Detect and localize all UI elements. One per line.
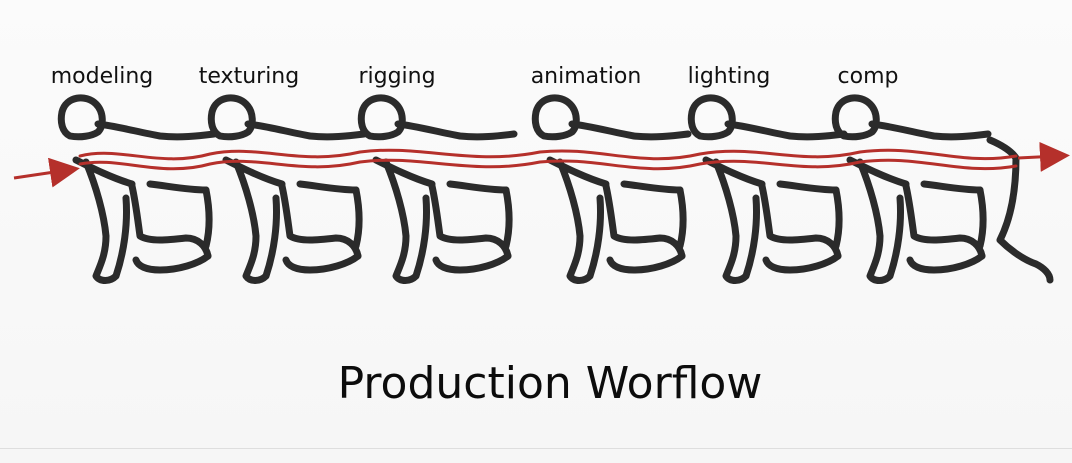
- diagram-title: Production Worflow: [337, 358, 763, 409]
- crawler-figure-3: [361, 98, 514, 281]
- stage-label-modeling: modeling: [50, 64, 154, 89]
- flow-line-lower: [78, 158, 1018, 171]
- arrow-in-icon: [13, 157, 80, 188]
- crawler-figure-tail: [986, 136, 1054, 284]
- divider: [0, 448, 1072, 449]
- crawler-figure-4: [535, 98, 688, 281]
- stage-label-comp: comp: [837, 64, 899, 89]
- crawler-figure-6: [835, 98, 988, 281]
- arrow-out-icon: [1017, 141, 1070, 172]
- stage-label-texturing: texturing: [198, 64, 300, 89]
- stage-label-animation: animation: [530, 64, 642, 89]
- crawler-figure-1: [61, 98, 214, 281]
- flow-line-upper: [78, 148, 1018, 161]
- crawler-figure-2: [211, 98, 364, 281]
- stage-label-lighting: lighting: [687, 64, 771, 89]
- stage-label-rigging: rigging: [358, 64, 436, 89]
- crawler-figure-5: [691, 98, 844, 281]
